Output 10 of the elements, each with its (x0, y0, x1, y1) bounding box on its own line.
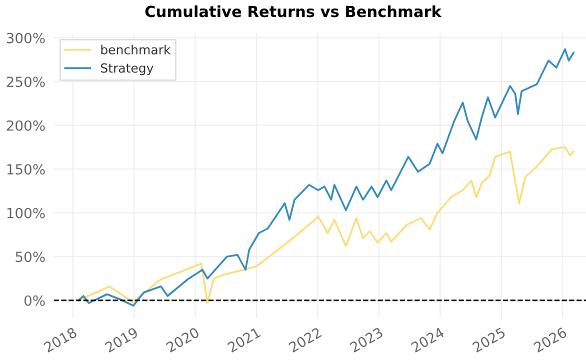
y-tick-label: 200% (6, 120, 45, 131)
y-tick-label: 250% (6, 76, 45, 88)
y-tick-label: 0% (24, 295, 45, 306)
legend-label: Strategy (100, 63, 154, 76)
y-tick-label: 50% (16, 252, 45, 262)
y-tick-label: 150% (7, 164, 45, 175)
legend-label: benchmark (101, 44, 171, 54)
y-tick-label: 100% (7, 208, 45, 218)
chart-title: Cumulative Returns vs Benchmark (145, 5, 442, 18)
y-tick-label: 300% (6, 32, 45, 44)
